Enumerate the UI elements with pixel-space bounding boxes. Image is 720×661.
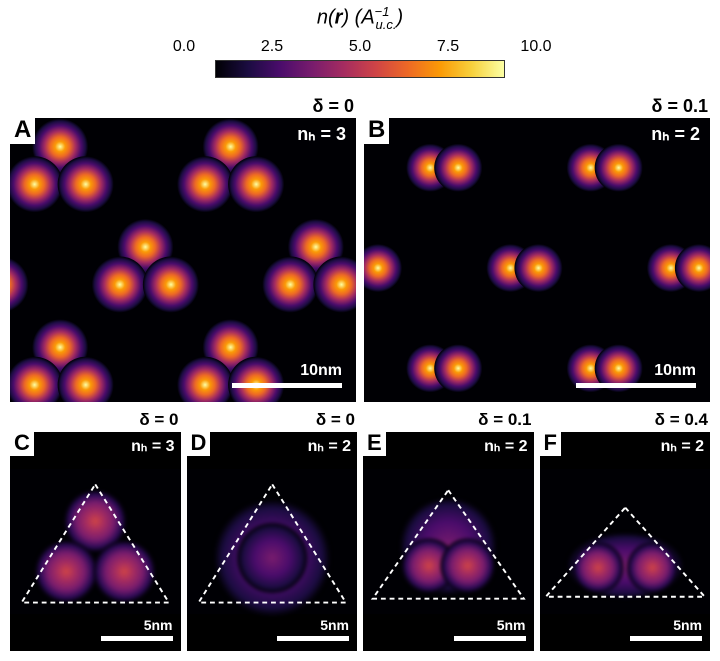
panel-b: B δ = 0.1 nₕ = 2 10nm [364, 118, 710, 402]
scalebar-c [101, 636, 173, 641]
scalebar-a [232, 383, 342, 388]
colorbar-title: n(r) (A−1u.c.) [0, 4, 720, 32]
nh-e: nₕ = 2 [484, 436, 527, 456]
nh-b: nₕ = 2 [651, 124, 700, 145]
panel-label-e: E [363, 430, 386, 456]
scalelabel-c: 5nm [144, 617, 173, 633]
delta-a: δ = 0 [313, 96, 354, 117]
delta-d: δ = 0 [316, 410, 355, 430]
nh-a: nₕ = 3 [297, 124, 346, 145]
panel-a: A δ = 0 nₕ = 3 10nm [10, 118, 356, 402]
panel-label-b: B [364, 116, 389, 144]
colorbar: n(r) (A−1u.c.) 0.0 2.5 5.0 7.5 10.0 [0, 0, 720, 90]
panel-d: D δ = 0 nₕ = 2 5nm [187, 432, 358, 651]
delta-c: δ = 0 [139, 410, 178, 430]
panel-c: C δ = 0 nₕ = 3 5nm [10, 432, 181, 651]
scalebar-f [630, 636, 702, 641]
scalebar-d [277, 636, 349, 641]
panel-f: F δ = 0.4 nₕ = 2 5nm [540, 432, 711, 651]
delta-e: δ = 0.1 [478, 410, 531, 430]
scalelabel-a: 10nm [300, 362, 342, 380]
scalebar-e [454, 636, 526, 641]
delta-b: δ = 0.1 [652, 96, 708, 117]
scalelabel-b: 10nm [654, 362, 696, 380]
scalebar-b [576, 383, 696, 388]
colorbar-gradient [215, 60, 505, 78]
panel-label-a: A [10, 116, 35, 144]
panel-label-f: F [540, 430, 561, 456]
delta-f: δ = 0.4 [655, 410, 708, 430]
panel-label-d: D [187, 430, 211, 456]
nh-f: nₕ = 2 [661, 436, 704, 456]
density-map-b [364, 118, 710, 402]
colorbar-ticks: 0.0 2.5 5.0 7.5 10.0 [0, 38, 720, 56]
panel-e: E δ = 0.1 nₕ = 2 5nm [363, 432, 534, 651]
panel-label-c: C [10, 430, 34, 456]
scalelabel-f: 5nm [673, 617, 702, 633]
density-map-a [10, 118, 356, 402]
nh-c: nₕ = 3 [131, 436, 174, 456]
nh-d: nₕ = 2 [308, 436, 351, 456]
scalelabel-e: 5nm [497, 617, 526, 633]
scalelabel-d: 5nm [320, 617, 349, 633]
